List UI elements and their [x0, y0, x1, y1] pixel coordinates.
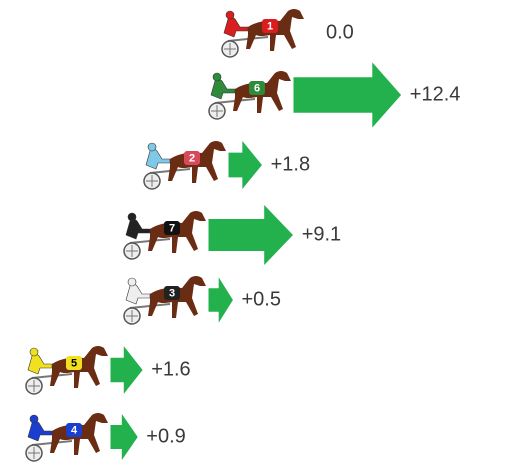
driver [126, 219, 150, 239]
horse-number: 7 [169, 222, 175, 234]
arrow [208, 204, 294, 267]
horse-number: 3 [169, 287, 175, 299]
horse: 1 [222, 9, 304, 57]
horse-number: 2 [189, 152, 195, 164]
helmet [128, 278, 136, 286]
horse: 7 [124, 211, 206, 259]
chart: 1 0.0 6 +12.4 2 +1.8 7 +9.1 3 +0.5 5 +1.6 4 +0.9 [0, 0, 508, 474]
helmet [226, 11, 234, 19]
value-label: 0.0 [326, 21, 354, 43]
horse: 2 [144, 141, 226, 189]
helmet [30, 415, 38, 423]
value-label: +9.1 [302, 223, 341, 245]
helmet [30, 348, 38, 356]
driver [146, 149, 170, 169]
value-label: +1.6 [151, 358, 190, 380]
driver [126, 284, 150, 304]
value-label: +1.8 [271, 153, 310, 175]
arrow [228, 140, 263, 191]
helmet [128, 213, 136, 221]
horse-number: 4 [71, 424, 78, 436]
horse-number: 1 [267, 20, 273, 32]
arrow [293, 61, 402, 129]
horse-number: 5 [71, 357, 77, 369]
value-label: +0.9 [146, 425, 185, 447]
horse: 5 [26, 346, 108, 394]
horse-number: 6 [254, 82, 260, 94]
arrow [208, 276, 234, 325]
driver [211, 79, 235, 99]
driver [28, 354, 52, 374]
horse: 3 [124, 276, 206, 324]
value-label: +0.5 [242, 288, 281, 310]
value-label: +12.4 [410, 83, 461, 105]
horse: 6 [209, 71, 291, 119]
arrow [110, 345, 143, 396]
arrow [110, 412, 138, 461]
driver [28, 421, 52, 441]
driver [224, 17, 248, 37]
helmet [213, 73, 221, 81]
horse: 4 [26, 413, 108, 461]
helmet [148, 143, 156, 151]
